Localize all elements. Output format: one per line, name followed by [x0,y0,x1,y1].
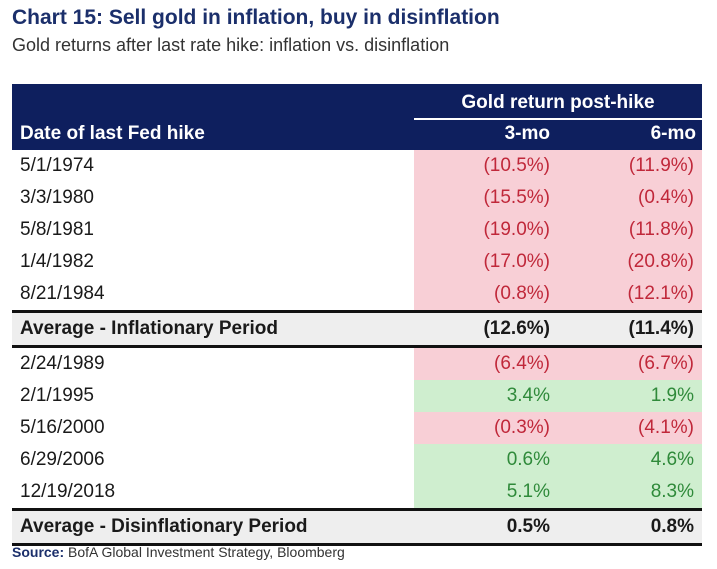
row-6mo-return: (0.4%) [558,182,702,214]
row-3mo-return: (0.3%) [414,412,558,444]
source-note: Source: BofA Global Investment Strategy,… [12,544,345,560]
row-date: 2/24/1989 [20,353,105,374]
row-3mo-return: 3.4% [414,380,558,412]
group-header-underline [414,118,702,120]
table-row: 2/24/1989 (6.4%) (6.7%) [12,348,702,380]
table-row: 12/19/2018 5.1% 8.3% [12,476,702,508]
row-6mo-return: 1.9% [558,380,702,412]
chart-title: Chart 15: Sell gold in inflation, buy in… [12,6,500,29]
table-row: 6/29/2006 0.6% 4.6% [12,444,702,476]
table-row: 8/21/1984 (0.8%) (12.1%) [12,278,702,310]
row-6mo-return: (6.7%) [558,348,702,380]
row-date: 1/4/1982 [20,251,94,272]
table-row: 2/1/1995 3.4% 1.9% [12,380,702,412]
inflation-average-label: Average - Inflationary Period [20,318,278,339]
group-header: Gold return post-hike [461,92,655,113]
gold-returns-table: Gold return post-hike Date of last Fed h… [12,84,702,546]
inflation-average-row: Average - Inflationary Period (12.6%) (1… [12,310,702,348]
row-date: 5/8/1981 [20,219,94,240]
disinflation-average-label: Average - Disinflationary Period [20,516,308,537]
row-3mo-return: (17.0%) [414,246,558,278]
table-header: Gold return post-hike Date of last Fed h… [12,84,702,150]
row-3mo-return: (6.4%) [414,348,558,380]
disinflation-rows: 2/24/1989 (6.4%) (6.7%) 2/1/1995 3.4% 1.9% 5/1… [12,348,702,508]
chart-subtitle: Gold returns after last rate hike: infla… [12,35,450,55]
row-6mo-return: (20.8%) [558,246,702,278]
disinflation-average-6mo: 0.8% [650,516,694,537]
disinflation-average-row: Average - Disinflationary Period 0.5% 0.… [12,508,702,546]
inflation-average-6mo: (11.4%) [628,318,694,339]
table-row: 1/4/1982 (17.0%) (20.8%) [12,246,702,278]
row-6mo-return: 4.6% [558,444,702,476]
row-6mo-return: (12.1%) [558,278,702,310]
row-3mo-return: (10.5%) [414,150,558,182]
row-date: 8/21/1984 [20,283,105,304]
row-date: 2/1/1995 [20,385,94,406]
row-3mo-return: (19.0%) [414,214,558,246]
row-3mo-return: (15.5%) [414,182,558,214]
row-date: 5/16/2000 [20,417,105,438]
disinflation-average-3mo: 0.5% [506,516,550,537]
table-row: 5/8/1981 (19.0%) (11.8%) [12,214,702,246]
source-label: Source: [12,544,65,560]
column-header-6mo: 6-mo [650,123,696,144]
table-row: 5/1/1974 (10.5%) (11.9%) [12,150,702,182]
row-6mo-return: (11.9%) [558,150,702,182]
row-3mo-return: 0.6% [414,444,558,476]
row-6mo-return: (11.8%) [558,214,702,246]
row-date: 6/29/2006 [20,449,105,470]
inflation-rows: 5/1/1974 (10.5%) (11.9%) 3/3/1980 (15.5%) (0.… [12,150,702,310]
table-row: 5/16/2000 (0.3%) (4.1%) [12,412,702,444]
row-date: 3/3/1980 [20,187,94,208]
inflation-average-3mo: (12.6%) [483,318,550,339]
column-header-3mo: 3-mo [504,123,550,144]
row-6mo-return: (4.1%) [558,412,702,444]
table-row: 3/3/1980 (15.5%) (0.4%) [12,182,702,214]
row-3mo-return: (0.8%) [414,278,558,310]
row-date: 12/19/2018 [20,481,116,502]
row-3mo-return: 5.1% [414,476,558,508]
row-6mo-return: 8.3% [558,476,702,508]
row-date: 5/1/1974 [20,155,94,176]
source-text: BofA Global Investment Strategy, Bloombe… [68,544,345,560]
column-header-date: Date of last Fed hike [20,123,205,144]
